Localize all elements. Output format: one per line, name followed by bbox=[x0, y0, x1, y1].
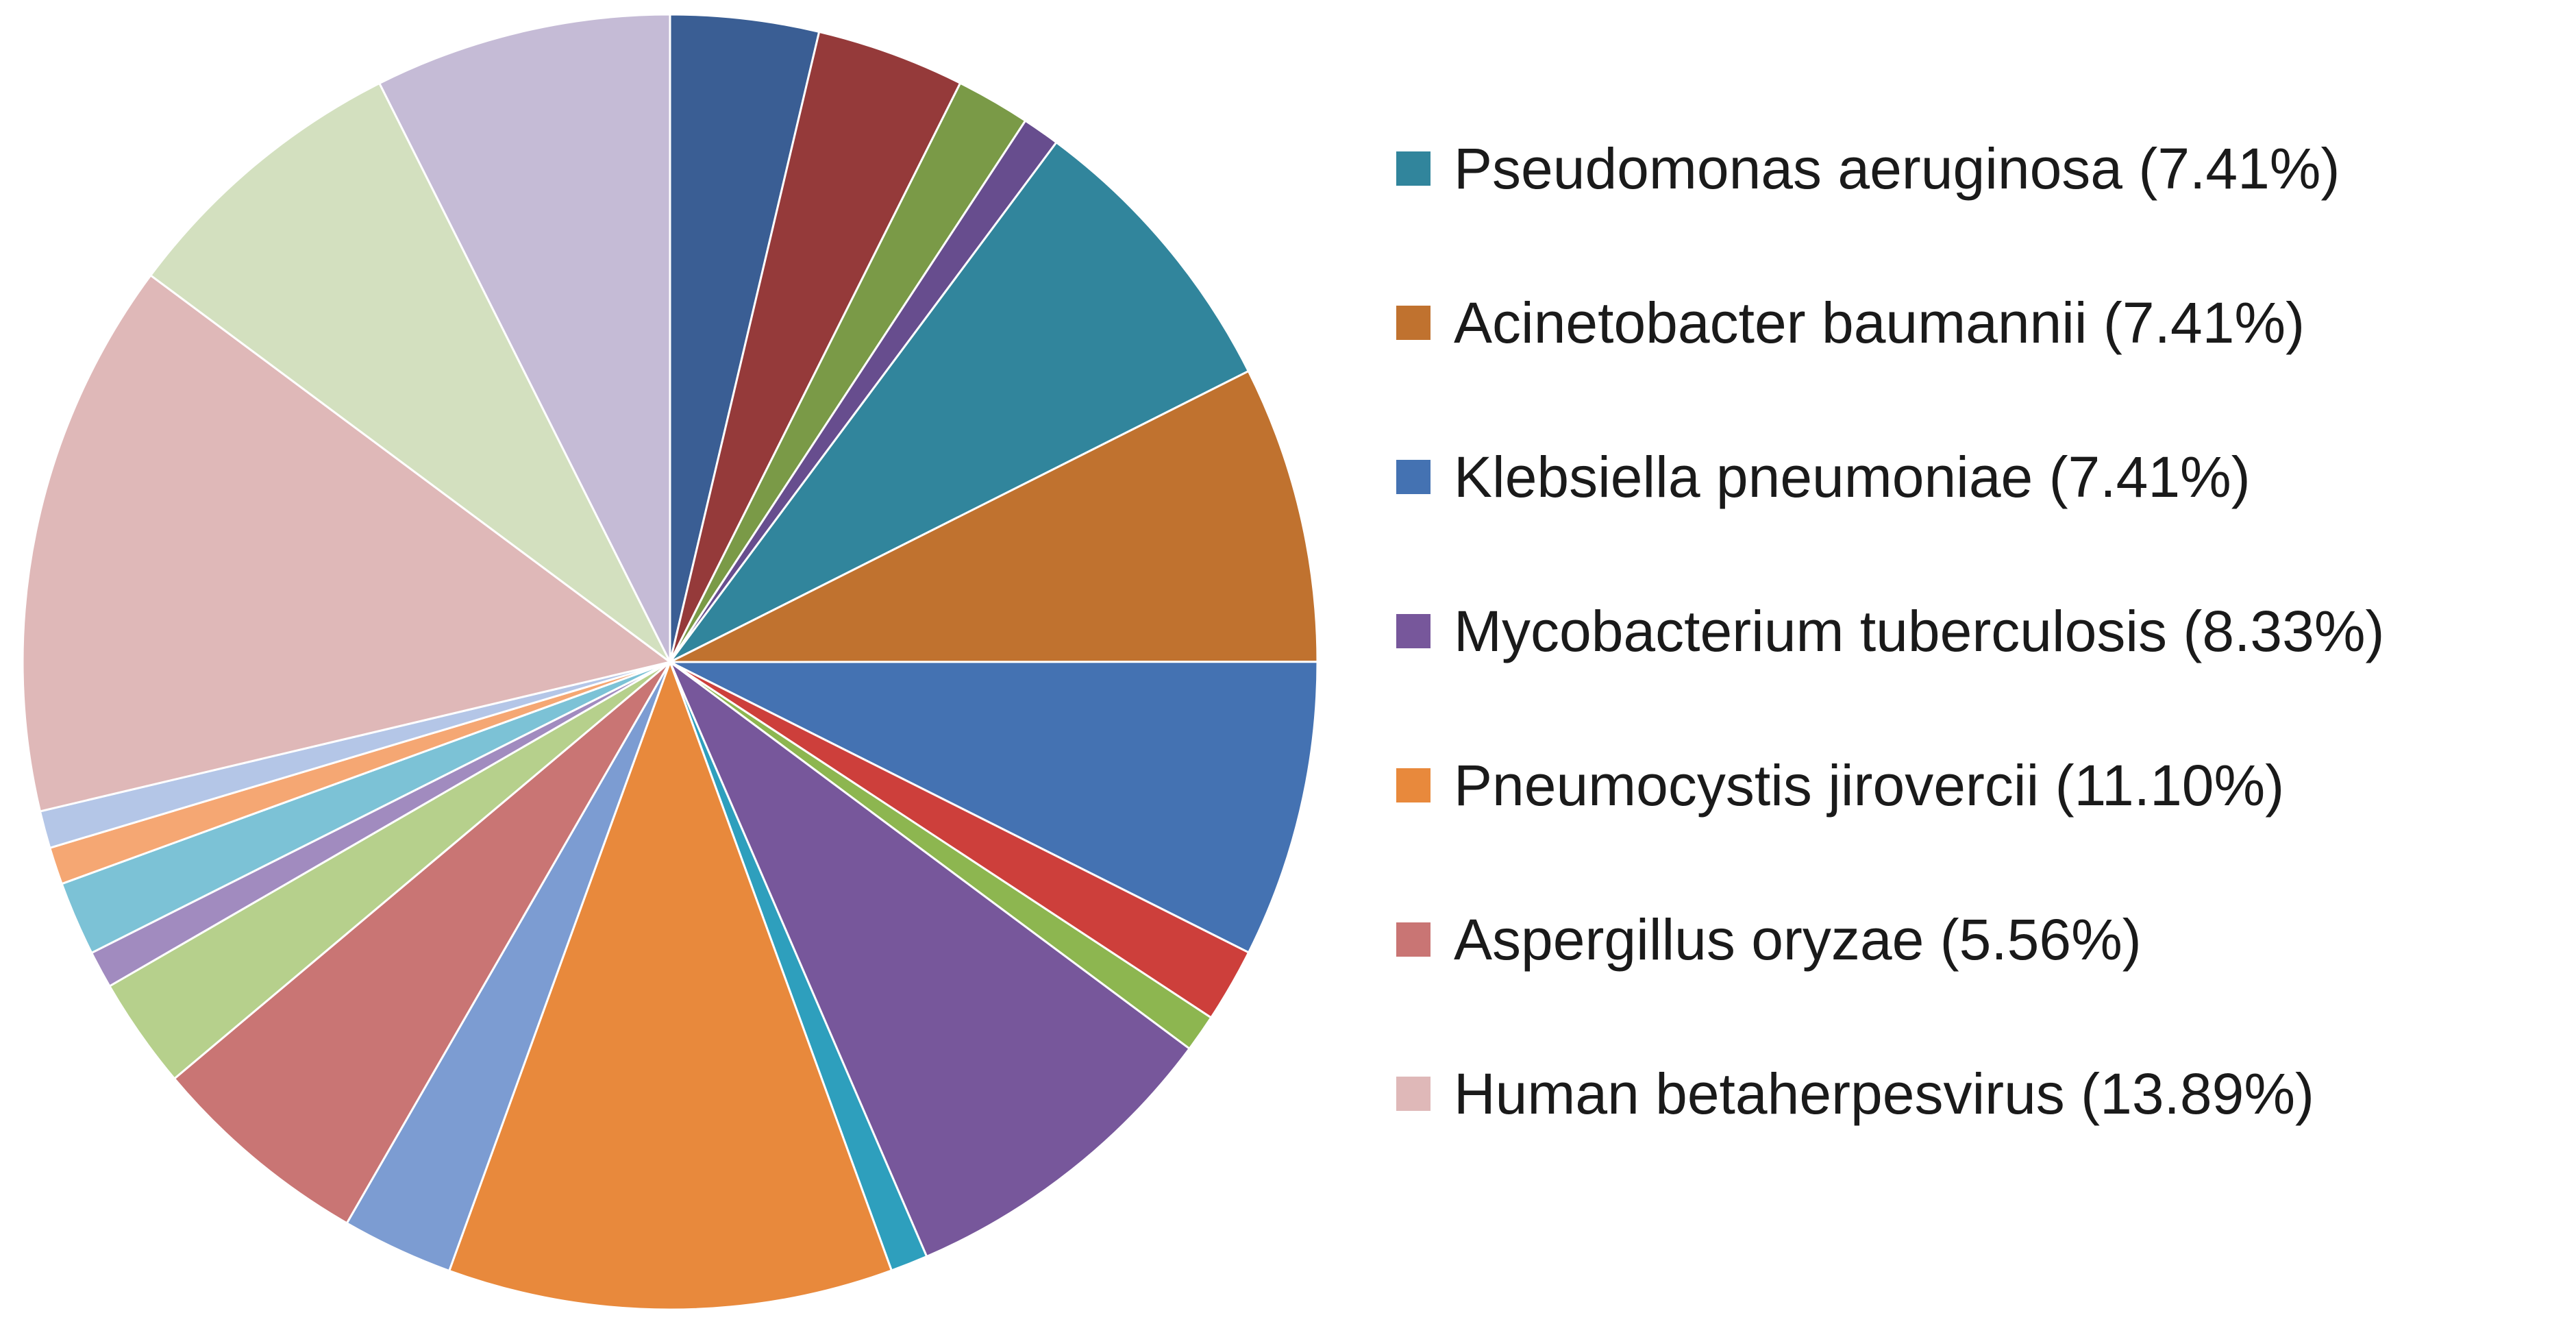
pie-slice-21 bbox=[149, 82, 671, 663]
pie-slice-6 bbox=[669, 369, 1319, 663]
legend: Pseudomonas aeruginosa (7.41%) Acinetobac… bbox=[1396, 136, 2385, 1126]
pie-slice-7 bbox=[669, 661, 1319, 954]
legend-label-4: Mycobacterium tuberculosis (8.33%) bbox=[1454, 599, 2385, 663]
legend-swatch-1 bbox=[1396, 151, 1431, 186]
pie-slice-22 bbox=[377, 13, 671, 663]
legend-swatch-7 bbox=[1396, 1077, 1431, 1111]
legend-label-5: Pneumocystis jirovercii (11.10%) bbox=[1454, 753, 2284, 818]
legend-swatch-2 bbox=[1396, 306, 1431, 340]
legend-swatch-6 bbox=[1396, 922, 1431, 957]
pie-slices bbox=[21, 13, 1319, 1311]
pie-slice-10 bbox=[667, 659, 1191, 1258]
legend-label-2: Acinetobacter baumannii (7.41%) bbox=[1454, 291, 2305, 355]
legend-swatch-5 bbox=[1396, 768, 1431, 802]
pie-slice-20 bbox=[21, 273, 673, 813]
pie-slice-2 bbox=[669, 30, 962, 663]
legend-label-7: Human betaherpesvirus (13.89%) bbox=[1454, 1062, 2314, 1126]
legend-label-3: Klebsiella pneumoniae (7.41%) bbox=[1454, 445, 2251, 509]
pie-slice-14 bbox=[173, 661, 671, 1225]
pie-slice-12 bbox=[447, 659, 893, 1311]
legend-label-1: Pseudomonas aeruginosa (7.41%) bbox=[1454, 136, 2340, 201]
legend-swatch-4 bbox=[1396, 614, 1431, 648]
pie-slice-5 bbox=[669, 140, 1250, 663]
legend-label-6: Aspergillus oryzae (5.56%) bbox=[1454, 907, 2142, 972]
legend-swatch-3 bbox=[1396, 460, 1431, 494]
